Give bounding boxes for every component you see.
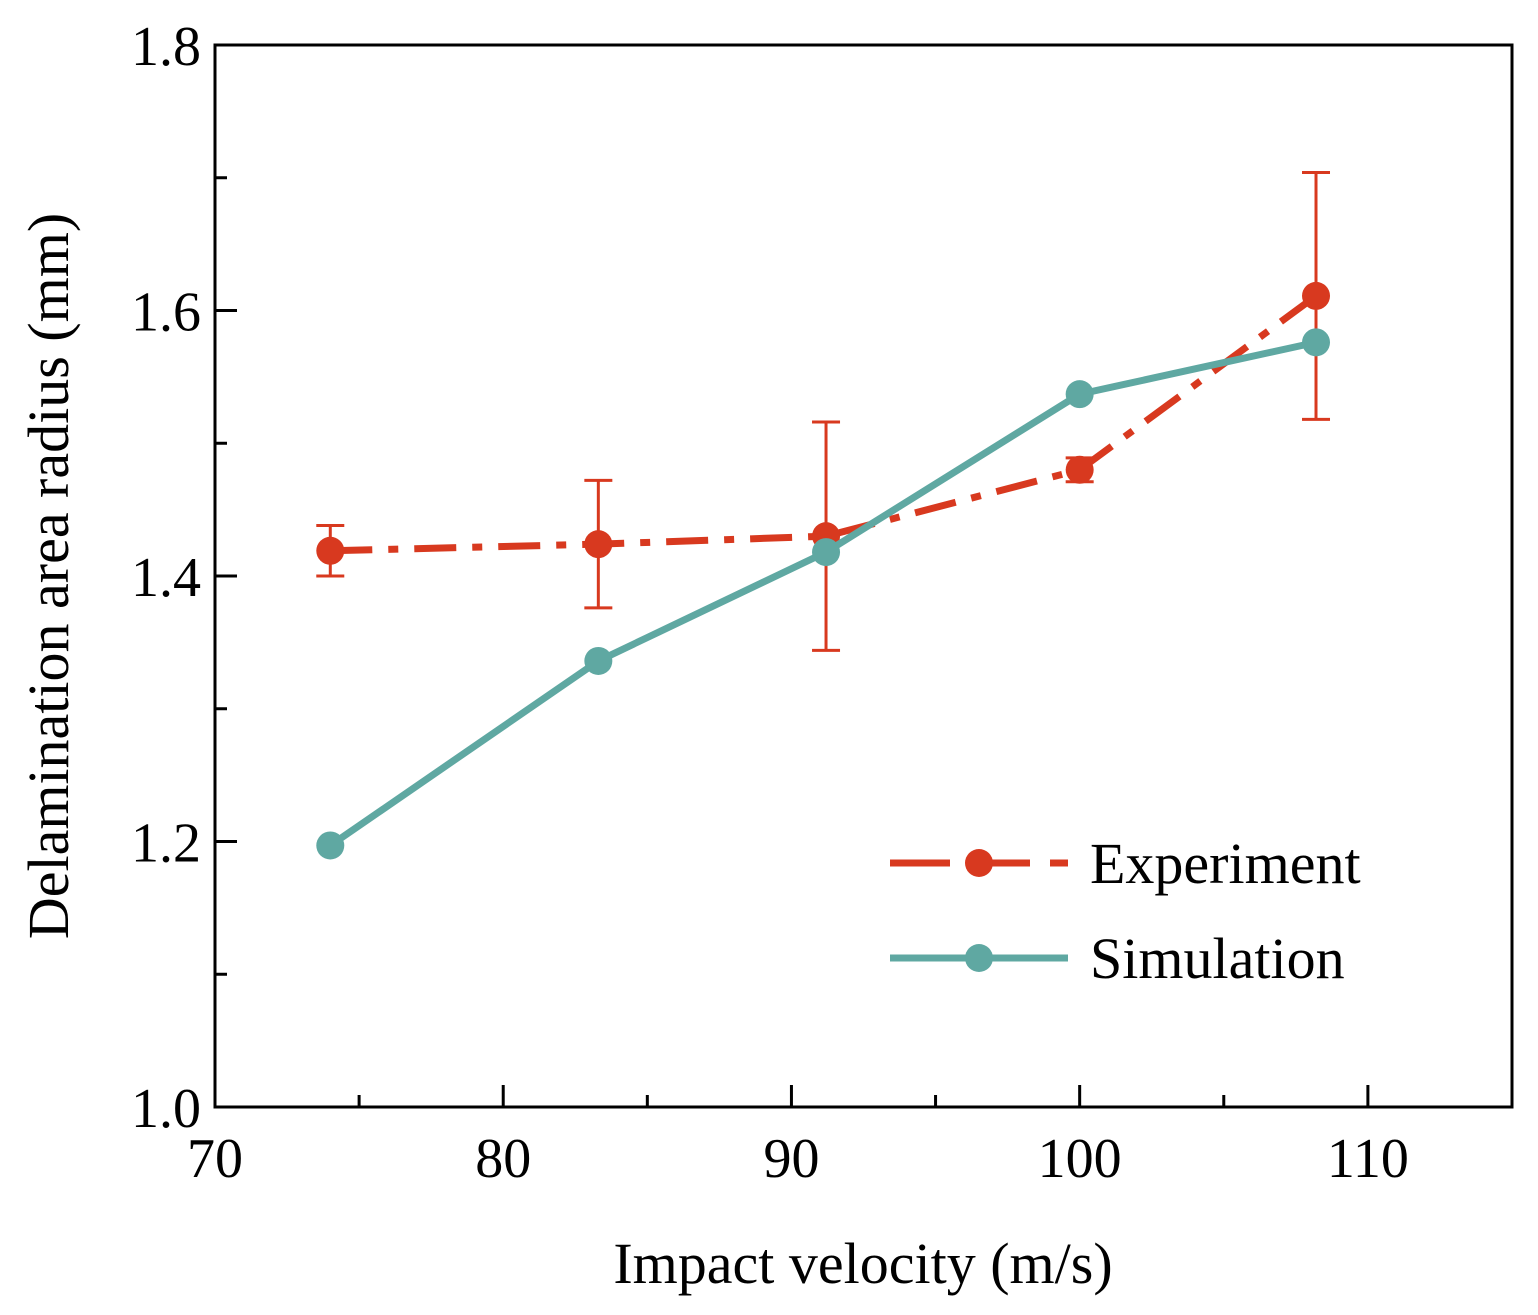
experiment-line xyxy=(330,293,1319,555)
x-tick-label: 110 xyxy=(1327,1128,1409,1190)
series-experiment xyxy=(316,170,1331,652)
x-tick-label: 80 xyxy=(475,1128,531,1190)
simulation-point xyxy=(812,538,841,567)
simulation-point xyxy=(584,646,613,675)
x-tick-label: 100 xyxy=(1038,1128,1122,1190)
y-tick-label: 1.0 xyxy=(131,1078,201,1140)
experiment-point xyxy=(1302,281,1331,310)
y-axis-title: Delamination area radius (mm) xyxy=(16,213,81,939)
x-tick-label: 70 xyxy=(187,1128,243,1190)
experiment-point xyxy=(316,536,345,565)
y-tick-label: 1.2 xyxy=(131,813,201,875)
y-tick-label: 1.8 xyxy=(131,16,201,78)
x-tick-label: 90 xyxy=(763,1128,819,1190)
simulation-line xyxy=(328,338,1317,849)
legend-label-simulation: Simulation xyxy=(1090,926,1345,991)
legend-marker-simulation xyxy=(965,944,993,972)
axis-ticks: 70 80 90 100 110 1.0 1.2 1.4 1.6 1.8 xyxy=(131,16,1409,1190)
legend: Experiment Simulation xyxy=(890,831,1361,991)
experiment-point xyxy=(584,530,613,559)
simulation-point xyxy=(1302,328,1331,357)
legend-label-experiment: Experiment xyxy=(1090,831,1361,896)
simulation-point xyxy=(1065,380,1094,409)
series-simulation xyxy=(316,328,1331,860)
experiment-point xyxy=(1065,455,1094,484)
simulation-point xyxy=(316,831,345,860)
legend-marker-experiment xyxy=(965,849,993,877)
y-tick-label: 1.4 xyxy=(131,547,201,609)
x-axis-title: Impact velocity (m/s) xyxy=(613,1231,1112,1296)
series-layer xyxy=(316,170,1331,860)
y-tick-label: 1.6 xyxy=(131,282,201,344)
